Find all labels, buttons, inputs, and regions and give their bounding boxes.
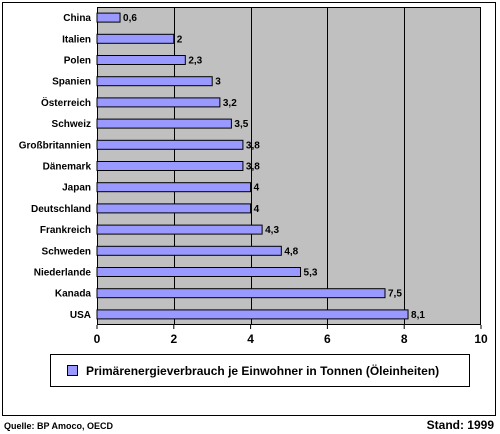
x-tick-label-1: 2: [170, 332, 177, 346]
category-label-9: Deutschland: [31, 204, 91, 215]
bar-4: [96, 97, 221, 108]
value-label-11: 4,8: [284, 246, 298, 257]
category-label-13: Kanada: [55, 289, 92, 300]
category-label-6: Großbritannien: [19, 140, 91, 151]
category-label-0: China: [63, 13, 91, 24]
value-label-1: 2: [177, 34, 183, 45]
bar-3: [96, 76, 213, 87]
value-label-8: 4: [254, 183, 260, 194]
bar-5: [96, 118, 232, 129]
value-label-6: 3,8: [246, 140, 260, 151]
bar-14: [96, 309, 409, 320]
x-tick-label-5: 10: [474, 332, 488, 346]
value-label-5: 3,5: [234, 119, 248, 130]
value-label-7: 3,8: [246, 162, 260, 173]
bar-8: [96, 182, 252, 193]
x-tick-label-2: 4: [247, 332, 254, 346]
bar-6: [96, 139, 244, 150]
bar-0: [96, 12, 121, 23]
category-label-12: Niederlande: [34, 268, 92, 279]
bar-7: [96, 161, 244, 171]
value-label-9: 4: [254, 204, 260, 215]
category-label-7: Dänemark: [43, 162, 92, 173]
bar-9: [96, 203, 252, 214]
value-label-10: 4,3: [265, 225, 279, 236]
category-label-10: Frankreich: [40, 225, 91, 236]
legend-swatch: [67, 365, 78, 376]
value-label-0: 0,6: [123, 13, 137, 24]
source-note: Quelle: BP Amoco, OECD: [4, 421, 114, 431]
value-label-12: 5,3: [304, 268, 318, 279]
value-label-3: 3: [215, 77, 221, 88]
bar-chart: China 0,6 Italien 2 Polen 2,3 Spanien 3 Österrei…: [19, 7, 488, 346]
value-label-14: 8,1: [411, 310, 425, 321]
category-label-8: Japan: [62, 183, 91, 194]
category-label-5: Schweiz: [52, 119, 91, 130]
x-tick-label-4: 8: [401, 332, 408, 346]
value-label-2: 2,3: [188, 56, 202, 67]
bar-1: [96, 33, 175, 44]
value-label-4: 3,2: [223, 98, 237, 109]
bar-12: [96, 267, 302, 277]
x-tick-label-3: 6: [324, 332, 331, 346]
bar-13: [96, 288, 386, 299]
value-label-13: 7,5: [388, 289, 402, 300]
category-label-11: Schweden: [42, 246, 91, 257]
category-label-14: USA: [70, 310, 91, 321]
legend-label: Primärenergieverbrauch je Einwohner in T…: [86, 363, 440, 378]
legend: Primärenergieverbrauch je Einwohner in T…: [50, 354, 470, 387]
category-label-2: Polen: [64, 56, 91, 67]
chart-frame: China 0,6 Italien 2 Polen 2,3 Spanien 3 Österrei…: [2, 2, 496, 416]
bar-2: [96, 55, 186, 65]
category-label-4: Österreich: [41, 96, 91, 109]
x-tick-label-0: 0: [94, 332, 101, 346]
stand-date: Stand: 1999: [426, 418, 494, 432]
category-label-1: Italien: [62, 34, 91, 45]
category-label-3: Spanien: [52, 77, 91, 88]
bar-10: [96, 224, 263, 235]
bar-11: [96, 245, 282, 256]
